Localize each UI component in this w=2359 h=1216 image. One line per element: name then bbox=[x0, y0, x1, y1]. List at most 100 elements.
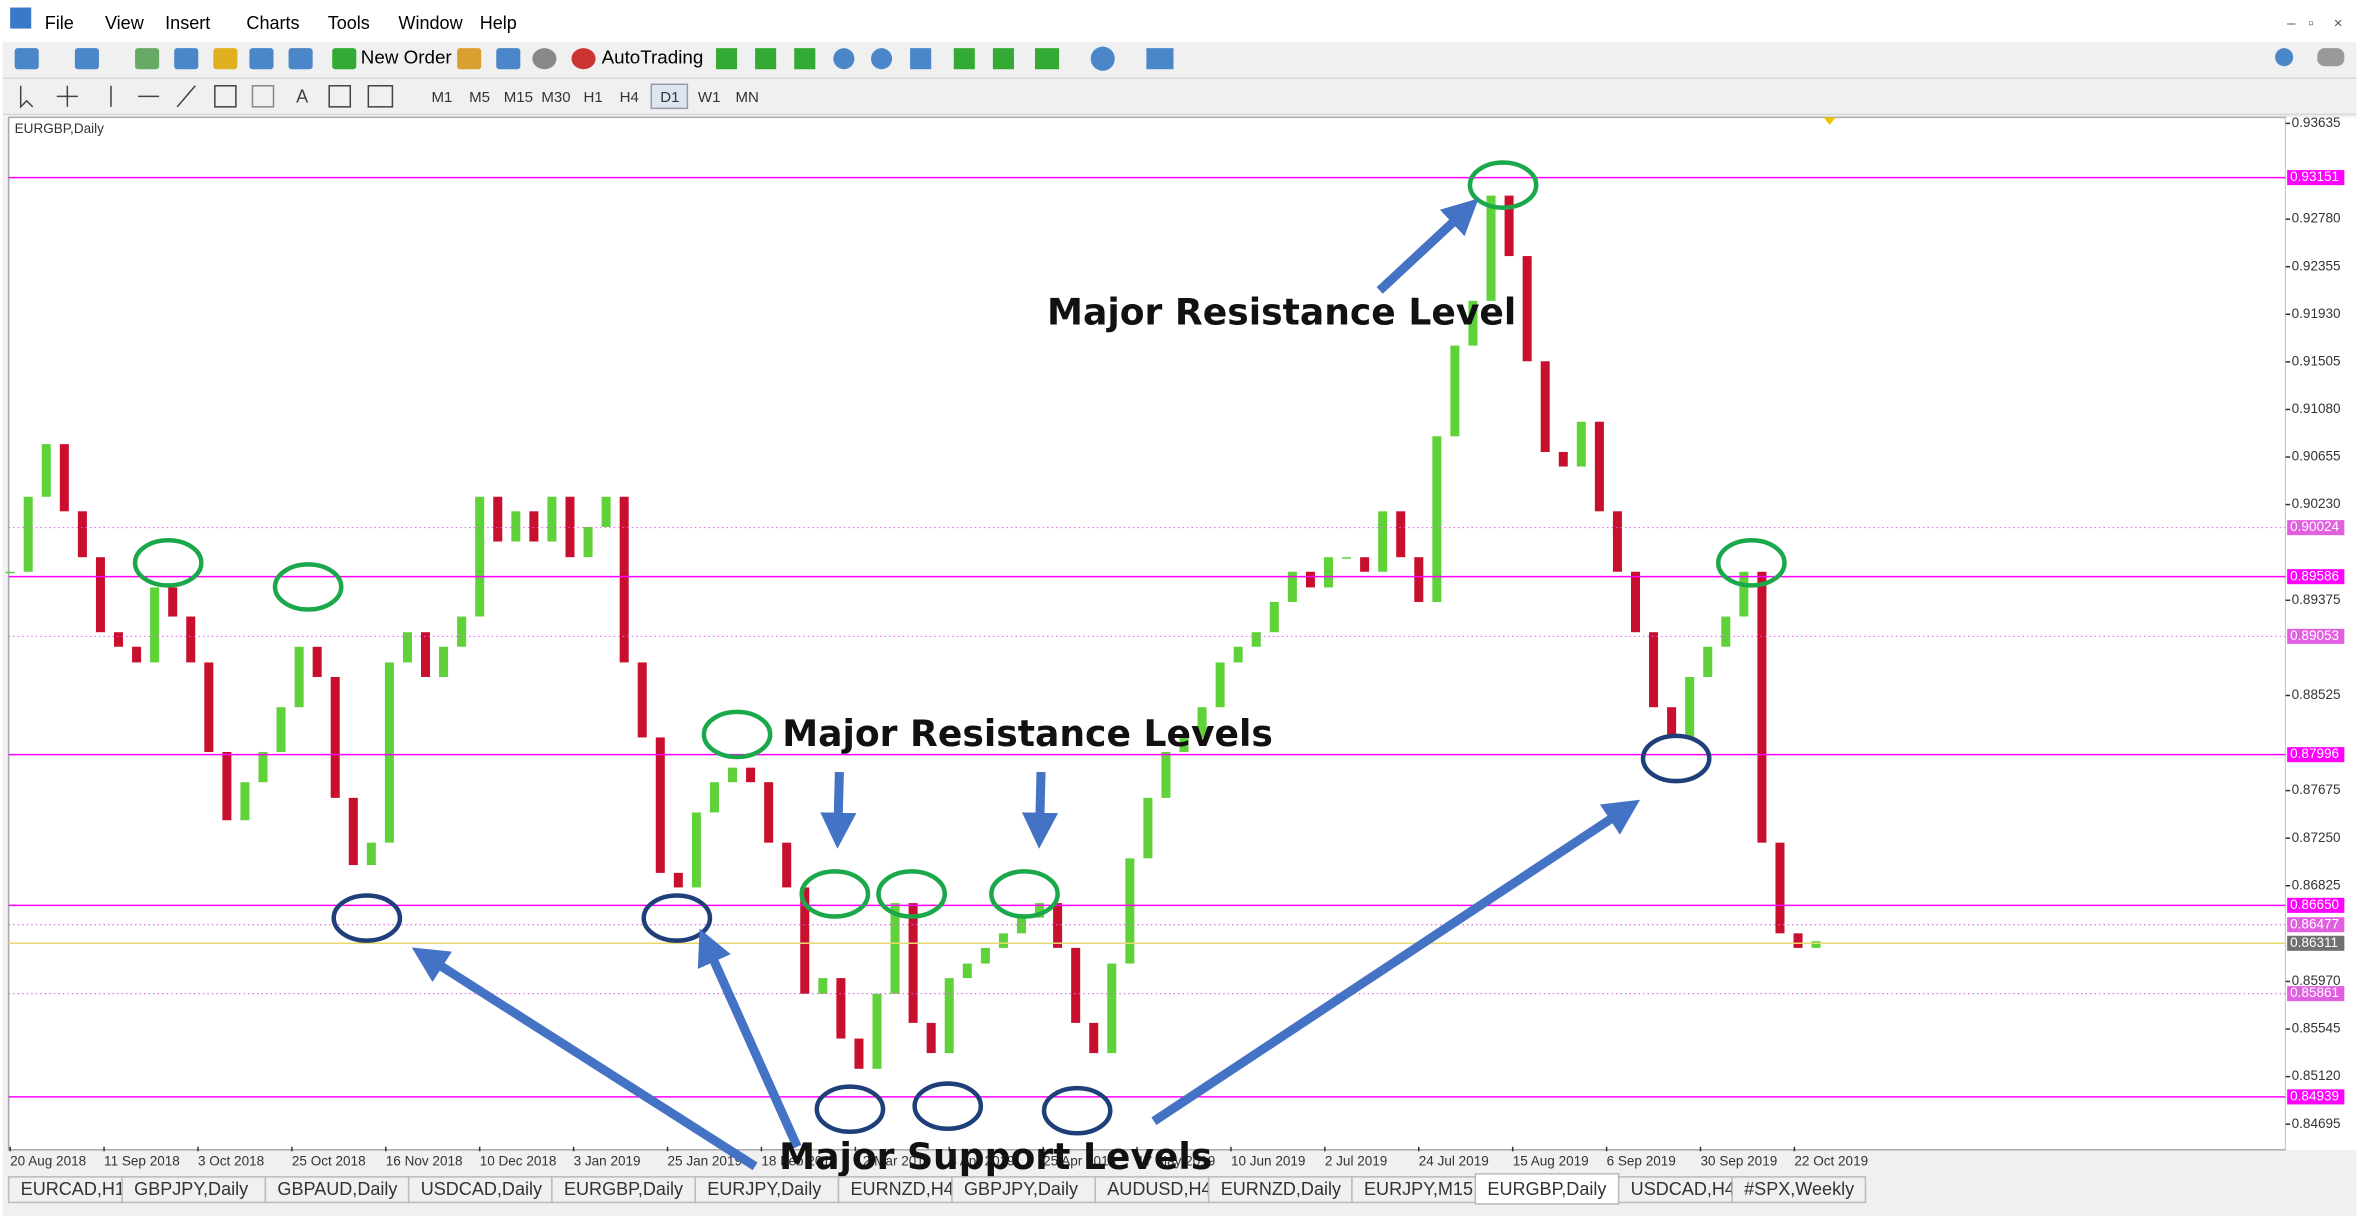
timeframe-button[interactable]: H1 bbox=[584, 89, 603, 106]
candle bbox=[457, 616, 467, 647]
tab-label[interactable]: EURJPY,Daily bbox=[707, 1179, 821, 1199]
line-tools[interactable] bbox=[110, 85, 196, 108]
icon[interactable] bbox=[332, 48, 357, 70]
timeframe-button[interactable]: MN bbox=[736, 89, 759, 106]
search-icon[interactable] bbox=[2275, 48, 2294, 67]
icon[interactable] bbox=[571, 48, 596, 70]
tab[interactable] bbox=[1617, 1176, 1733, 1204]
tab-label[interactable]: EURJPY,M15 bbox=[1364, 1179, 1473, 1199]
timeframe-button[interactable]: M5 bbox=[469, 89, 490, 106]
tab-label[interactable]: AUDUSD,H4 bbox=[1107, 1179, 1211, 1199]
icon[interactable] bbox=[794, 48, 816, 70]
tab-label[interactable]: USDCAD,H4 bbox=[1631, 1179, 1735, 1199]
icon[interactable] bbox=[174, 48, 199, 70]
label-tool[interactable] bbox=[328, 85, 352, 108]
icon[interactable] bbox=[74, 48, 99, 70]
icon[interactable] bbox=[14, 48, 39, 70]
candle bbox=[384, 662, 394, 843]
icon[interactable] bbox=[1090, 46, 1115, 71]
new-order-button[interactable]: New Order bbox=[361, 47, 452, 68]
tab-label[interactable]: GBPJPY,Daily bbox=[964, 1179, 1078, 1199]
candle bbox=[366, 842, 376, 866]
tab[interactable] bbox=[121, 1176, 267, 1204]
icon[interactable] bbox=[1035, 48, 1060, 70]
resistance-circle bbox=[701, 709, 773, 760]
tab[interactable] bbox=[1207, 1176, 1353, 1204]
tab[interactable] bbox=[1351, 1176, 1477, 1204]
candle bbox=[565, 496, 575, 558]
icon[interactable] bbox=[755, 48, 777, 70]
tab[interactable] bbox=[951, 1176, 1096, 1204]
cursor-tool[interactable] bbox=[19, 85, 34, 109]
menu-item[interactable]: Window bbox=[398, 13, 463, 33]
tab-label[interactable]: EURNZD,H4 bbox=[851, 1179, 954, 1199]
candle bbox=[348, 797, 358, 866]
icon[interactable] bbox=[288, 48, 313, 70]
candle bbox=[1721, 616, 1731, 647]
autotrading-button[interactable]: AutoTrading bbox=[602, 47, 704, 68]
icon[interactable] bbox=[910, 48, 932, 70]
support-circle bbox=[1041, 1085, 1113, 1136]
candle bbox=[132, 646, 142, 663]
chat-icon[interactable] bbox=[2317, 48, 2345, 67]
icon[interactable] bbox=[457, 48, 482, 70]
channel-tool[interactable] bbox=[251, 85, 275, 108]
icon[interactable] bbox=[992, 48, 1014, 70]
icon[interactable] bbox=[715, 48, 738, 70]
timeframe-button[interactable]: M1 bbox=[432, 89, 453, 106]
timeframe-button[interactable]: D1 bbox=[660, 89, 679, 106]
menu-item[interactable]: Charts bbox=[246, 13, 299, 33]
text-tool[interactable]: A bbox=[296, 87, 308, 107]
menu-item[interactable]: Insert bbox=[165, 13, 210, 33]
tab-label[interactable]: EURGBP,Daily bbox=[1487, 1179, 1606, 1199]
level-tag bbox=[2287, 569, 2345, 585]
icon[interactable] bbox=[249, 48, 274, 70]
y-tick-label: 0.92355 bbox=[2292, 258, 2341, 273]
tab[interactable] bbox=[837, 1176, 953, 1204]
tab[interactable] bbox=[407, 1176, 553, 1204]
timeframe-button[interactable]: W1 bbox=[698, 89, 721, 106]
icon[interactable] bbox=[213, 48, 238, 70]
timeframe-button[interactable]: H4 bbox=[620, 89, 639, 106]
candle bbox=[1107, 963, 1117, 1054]
icon[interactable] bbox=[870, 48, 893, 70]
icon[interactable] bbox=[953, 48, 975, 70]
tab-label[interactable]: GBPJPY,Daily bbox=[134, 1179, 248, 1199]
win-min[interactable]: ‒ bbox=[2287, 15, 2296, 32]
crosshair-tool[interactable] bbox=[56, 85, 78, 107]
win-restore[interactable]: ▫ bbox=[2308, 15, 2313, 32]
arrow-tool[interactable] bbox=[367, 85, 394, 108]
candle bbox=[150, 587, 160, 663]
tab[interactable] bbox=[1731, 1176, 1867, 1204]
candle bbox=[673, 872, 683, 888]
tab-label[interactable]: #SPX,Weekly bbox=[1744, 1179, 1854, 1199]
tab-label[interactable]: EURNZD,Daily bbox=[1221, 1179, 1341, 1199]
candle bbox=[258, 751, 268, 783]
candle bbox=[1035, 903, 1045, 918]
tab[interactable] bbox=[7, 1176, 123, 1204]
icon[interactable] bbox=[532, 48, 557, 70]
resistance-circle bbox=[1716, 538, 1787, 588]
fib-tool[interactable] bbox=[214, 85, 237, 108]
x-tick-label: 25 Oct 2018 bbox=[292, 1153, 366, 1168]
win-close[interactable]: × bbox=[2334, 15, 2343, 32]
tab[interactable] bbox=[551, 1176, 696, 1204]
icon[interactable] bbox=[135, 48, 160, 70]
y-tick-label: 0.88525 bbox=[2292, 687, 2341, 702]
tab-label[interactable]: EURCAD,H1 bbox=[21, 1179, 125, 1199]
icon[interactable] bbox=[496, 48, 521, 70]
timeframe-button[interactable]: M15 bbox=[504, 89, 533, 106]
timeframe-button[interactable]: M30 bbox=[541, 89, 570, 106]
tab-label[interactable]: EURGBP,Daily bbox=[564, 1179, 683, 1199]
menu-item[interactable]: File bbox=[45, 13, 74, 33]
menu-item[interactable]: Tools bbox=[328, 13, 370, 33]
candle bbox=[1793, 933, 1803, 948]
icon[interactable] bbox=[833, 48, 855, 70]
tab[interactable] bbox=[264, 1176, 410, 1204]
menu-item[interactable]: View bbox=[105, 13, 145, 33]
menu-item[interactable]: Help bbox=[480, 13, 517, 33]
candle bbox=[1016, 917, 1026, 934]
tab-label[interactable]: GBPAUD,Daily bbox=[277, 1179, 397, 1199]
icon[interactable] bbox=[1146, 48, 1174, 70]
tab-label[interactable]: USDCAD,Daily bbox=[421, 1179, 542, 1199]
